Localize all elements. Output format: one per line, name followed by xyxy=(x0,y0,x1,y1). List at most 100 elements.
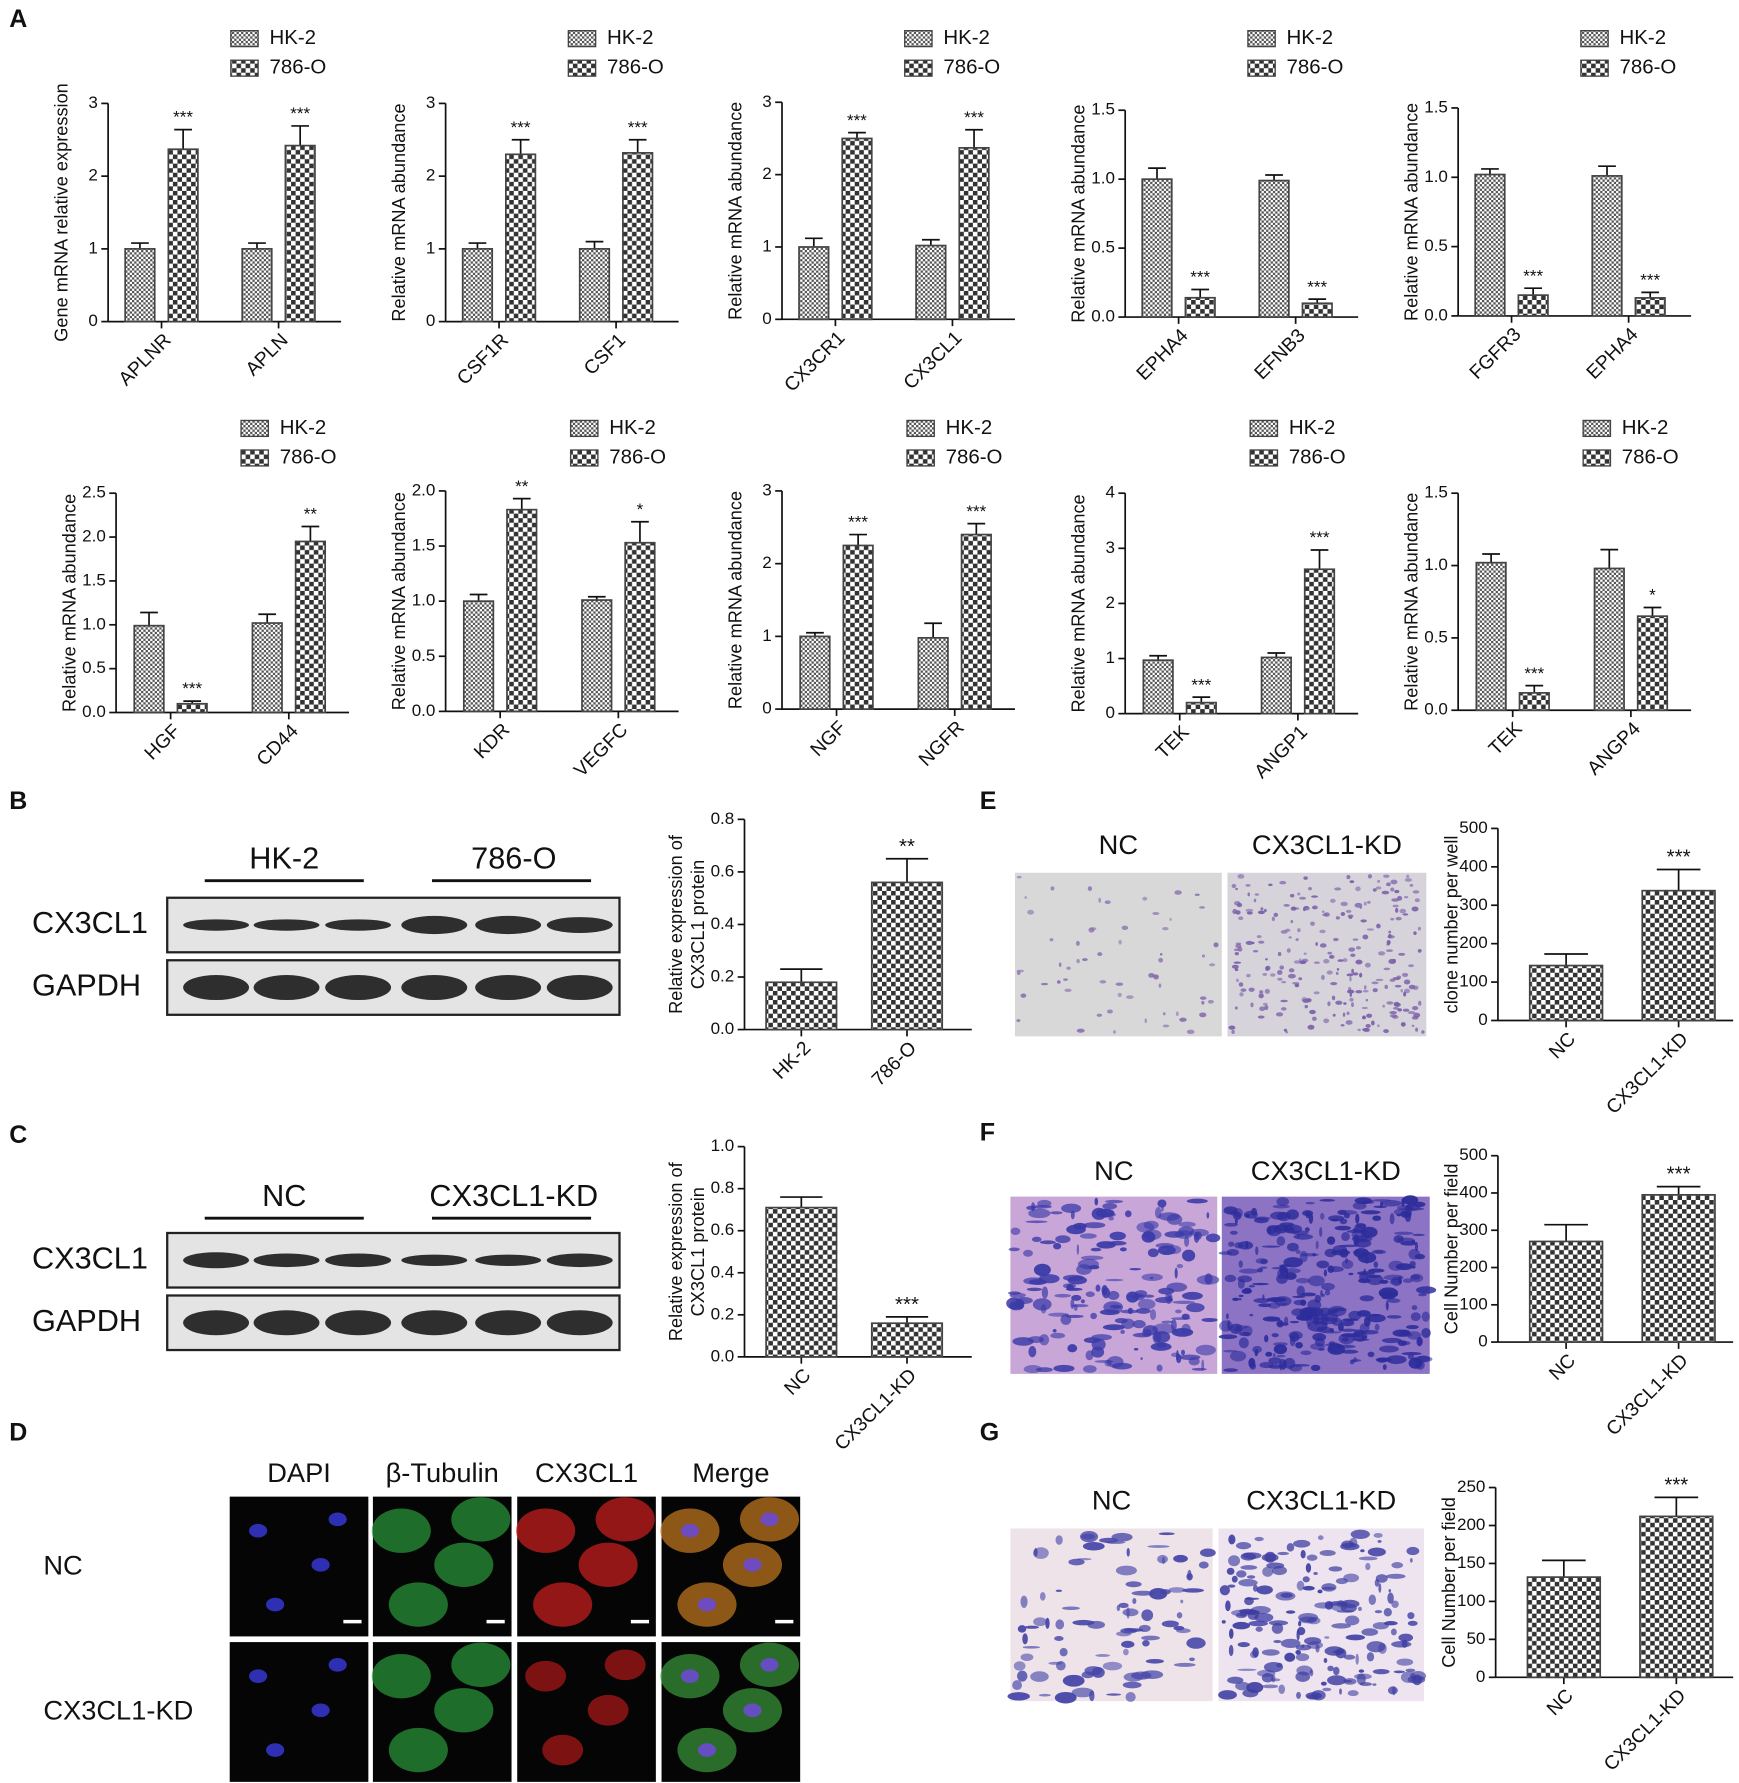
cell xyxy=(1121,1318,1135,1329)
cell xyxy=(1168,1587,1186,1593)
y-tick-label: 1.5 xyxy=(1424,97,1448,116)
if-cell xyxy=(587,1694,629,1726)
cell xyxy=(1201,1317,1218,1322)
cell xyxy=(1374,1323,1380,1331)
y-tick-label: 1.0 xyxy=(412,591,436,610)
cell xyxy=(1284,1316,1289,1327)
cell xyxy=(1133,1347,1139,1351)
y-tick-label: 1.5 xyxy=(1091,100,1115,119)
y-tick-label: 2.5 xyxy=(82,483,106,502)
cell xyxy=(1336,968,1340,971)
y-tick-label: 300 xyxy=(1459,1220,1487,1239)
y-tick-label: 0.0 xyxy=(711,1346,735,1365)
cell xyxy=(1377,880,1381,883)
cell xyxy=(1284,1652,1296,1662)
cell xyxy=(1401,1352,1422,1356)
cell xyxy=(1313,961,1320,964)
cell xyxy=(1410,1274,1421,1280)
legend-label: HK-2 xyxy=(280,416,327,439)
cell xyxy=(1389,1213,1395,1225)
x-tick-label: VEGFC xyxy=(570,720,632,782)
if-cell xyxy=(328,1657,347,1672)
cell xyxy=(1102,1324,1125,1331)
cell xyxy=(1345,1615,1360,1626)
cell xyxy=(1079,1233,1097,1239)
cell xyxy=(1358,1556,1378,1561)
y-axis-label: CX3CL1 protein xyxy=(688,1187,708,1316)
cell xyxy=(1299,1251,1308,1263)
cell xyxy=(1171,1319,1177,1332)
cell xyxy=(1156,1364,1163,1372)
y-tick-label: 0.8 xyxy=(711,809,735,828)
cell xyxy=(1300,1350,1312,1356)
cell xyxy=(1270,973,1276,977)
panel-label: F xyxy=(980,1119,995,1147)
bar xyxy=(241,248,273,323)
bar xyxy=(870,1322,944,1358)
cell xyxy=(1367,1547,1386,1557)
cell xyxy=(1322,1331,1341,1334)
y-tick-label: 1 xyxy=(762,626,771,645)
cell xyxy=(1421,1030,1425,1034)
cell xyxy=(1206,1212,1210,1219)
cell xyxy=(1415,1286,1437,1294)
x-tick-label: EFNB3 xyxy=(1251,325,1310,384)
cell xyxy=(1352,972,1359,976)
cell xyxy=(1245,908,1254,913)
cell xyxy=(1033,1617,1047,1627)
cell xyxy=(1030,1671,1049,1682)
cell xyxy=(1371,1020,1375,1026)
cell xyxy=(1321,1583,1337,1592)
cell xyxy=(1135,1308,1151,1314)
cell xyxy=(1393,1208,1413,1216)
if-cell xyxy=(533,1582,593,1627)
cell xyxy=(1355,946,1362,950)
cell xyxy=(1355,886,1361,892)
cell xyxy=(1358,1606,1362,1611)
cell xyxy=(1142,896,1148,901)
cell xyxy=(1173,1554,1188,1563)
cell xyxy=(1176,1264,1184,1269)
y-tick-label: 0 xyxy=(1478,1010,1487,1029)
cell xyxy=(1189,1657,1195,1662)
cell xyxy=(1381,890,1390,895)
legend-swatch xyxy=(904,59,933,77)
cell xyxy=(1286,948,1291,953)
y-tick-label: 200 xyxy=(1459,1257,1487,1276)
cell xyxy=(1340,1349,1359,1354)
if-row-label: CX3CL1-KD xyxy=(43,1695,193,1726)
y-tick-label: 3 xyxy=(88,93,97,112)
cell xyxy=(1199,906,1206,909)
cell xyxy=(1209,963,1216,967)
cell xyxy=(1373,1205,1388,1208)
legend-label: 786-O xyxy=(269,56,326,79)
y-tick-label: 1.0 xyxy=(1091,169,1115,188)
cell xyxy=(1398,1633,1414,1642)
cell xyxy=(1372,1683,1377,1686)
cell xyxy=(1402,1278,1413,1283)
cell xyxy=(1288,936,1292,939)
cell xyxy=(1020,993,1027,998)
cell xyxy=(1358,1669,1365,1673)
cell xyxy=(1304,1227,1310,1232)
cell xyxy=(1090,1312,1097,1320)
cell xyxy=(1240,1565,1258,1570)
cell xyxy=(1351,968,1354,974)
cell xyxy=(1175,1011,1179,1017)
if-cell xyxy=(451,1642,511,1687)
cell xyxy=(1277,1551,1290,1556)
cell xyxy=(1164,1231,1185,1238)
if-cell xyxy=(371,1508,431,1553)
y-tick-label: 200 xyxy=(1459,933,1487,952)
bar xyxy=(765,981,838,1031)
cell xyxy=(1373,1532,1383,1538)
y-tick-label: 0.2 xyxy=(711,1304,735,1323)
cell xyxy=(1388,1260,1404,1271)
cell xyxy=(1049,938,1054,942)
blot-band xyxy=(475,975,542,1001)
cell xyxy=(1366,1274,1384,1286)
cell xyxy=(1404,878,1412,882)
x-tick-label: NC xyxy=(781,1365,816,1400)
cell xyxy=(1098,897,1102,903)
